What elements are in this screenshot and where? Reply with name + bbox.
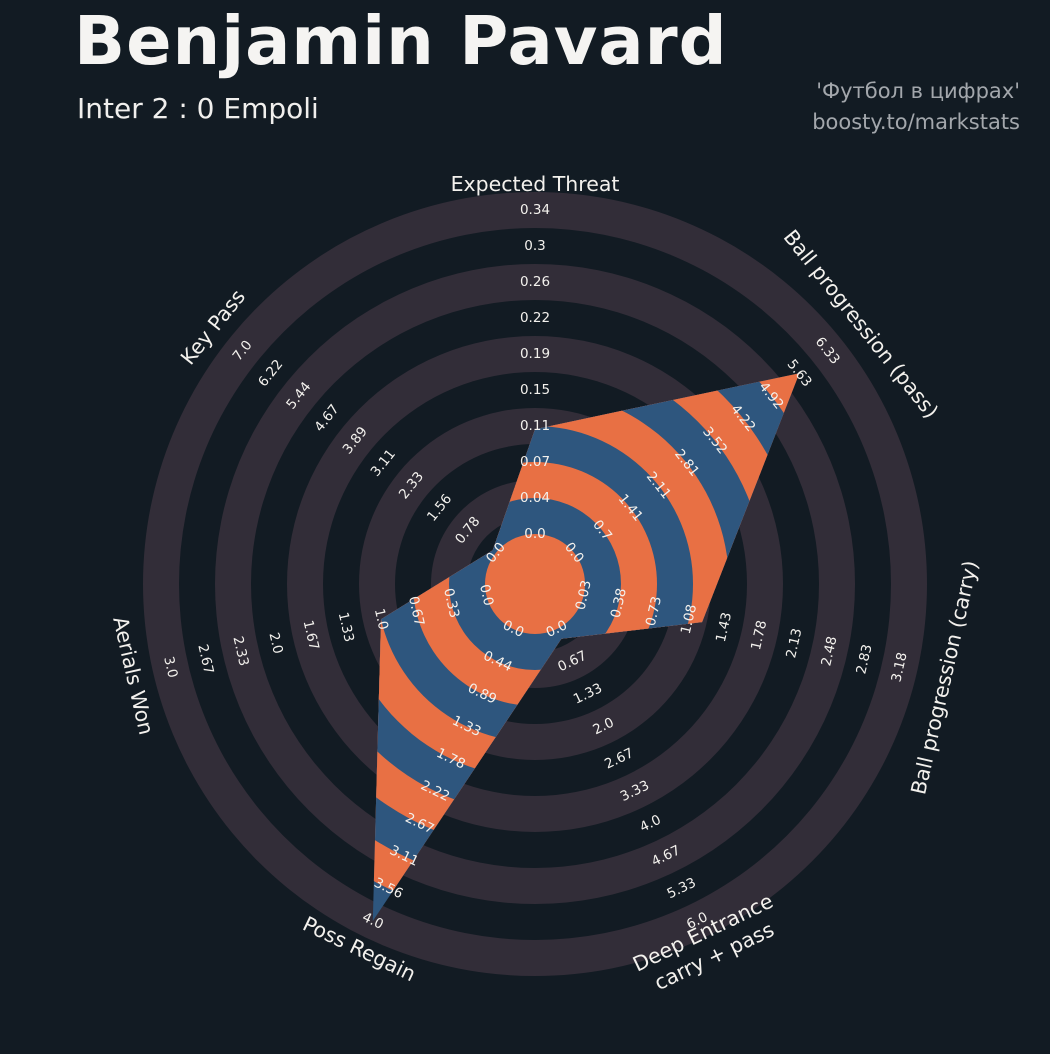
page-title: Benjamin Pavard — [74, 2, 728, 80]
axis-tick-label: 0.15 — [520, 382, 550, 398]
credits-block: 'Футбол в цифрах' boosty.to/markstats — [812, 76, 1020, 138]
axis-tick-label: 0.26 — [520, 274, 550, 290]
axis-tick-label: 2.67 — [194, 643, 216, 676]
credit-url: boosty.to/markstats — [812, 110, 1020, 134]
axis-tick-label: 1.33 — [335, 611, 357, 644]
axis-tick-label: 0.11 — [520, 418, 550, 434]
axis-tick-label: 0.3 — [524, 238, 545, 254]
axis-tick-label: 0.67 — [405, 595, 427, 628]
axis-tick-label: 0.38 — [608, 587, 630, 620]
axis-tick-label: 0.73 — [643, 595, 665, 628]
axis-tick-label: 0.22 — [520, 310, 550, 326]
axis-tick-label: 0.07 — [520, 454, 550, 470]
axis-tick-label: 0.33 — [440, 587, 462, 620]
axis-tick-label: 1.43 — [713, 611, 735, 644]
axis-tick-label: 0.03 — [573, 579, 595, 612]
match-subtitle: Inter 2 : 0 Empoli — [77, 92, 319, 125]
axis-tick-label: 0.04 — [520, 490, 550, 506]
axis-tick-label: 2.48 — [818, 635, 840, 668]
axis-tick-label: 2.0 — [266, 631, 286, 656]
axis-tick-label: 1.78 — [748, 619, 770, 652]
axis-tick-label: 0.34 — [520, 202, 550, 218]
axis-tick-label: 2.83 — [853, 643, 875, 676]
axis-tick-label: 1.08 — [678, 603, 700, 636]
axis-name-label: Expected Threat — [451, 172, 620, 196]
axis-tick-label: 1.0 — [371, 607, 391, 632]
axis-tick-label: 0.0 — [524, 526, 545, 542]
credit-brand: 'Футбол в цифрах' — [816, 79, 1020, 103]
axis-tick-label: 3.18 — [888, 651, 910, 684]
axis-tick-label: 2.13 — [783, 627, 805, 660]
axis-tick-label: 0.0 — [476, 583, 496, 608]
axis-tick-label: 1.67 — [300, 619, 322, 652]
axis-tick-label: 2.33 — [229, 635, 251, 668]
axis-tick-label: 3.0 — [160, 655, 180, 680]
center-disk — [485, 534, 585, 634]
axis-tick-label: 0.19 — [520, 346, 550, 362]
